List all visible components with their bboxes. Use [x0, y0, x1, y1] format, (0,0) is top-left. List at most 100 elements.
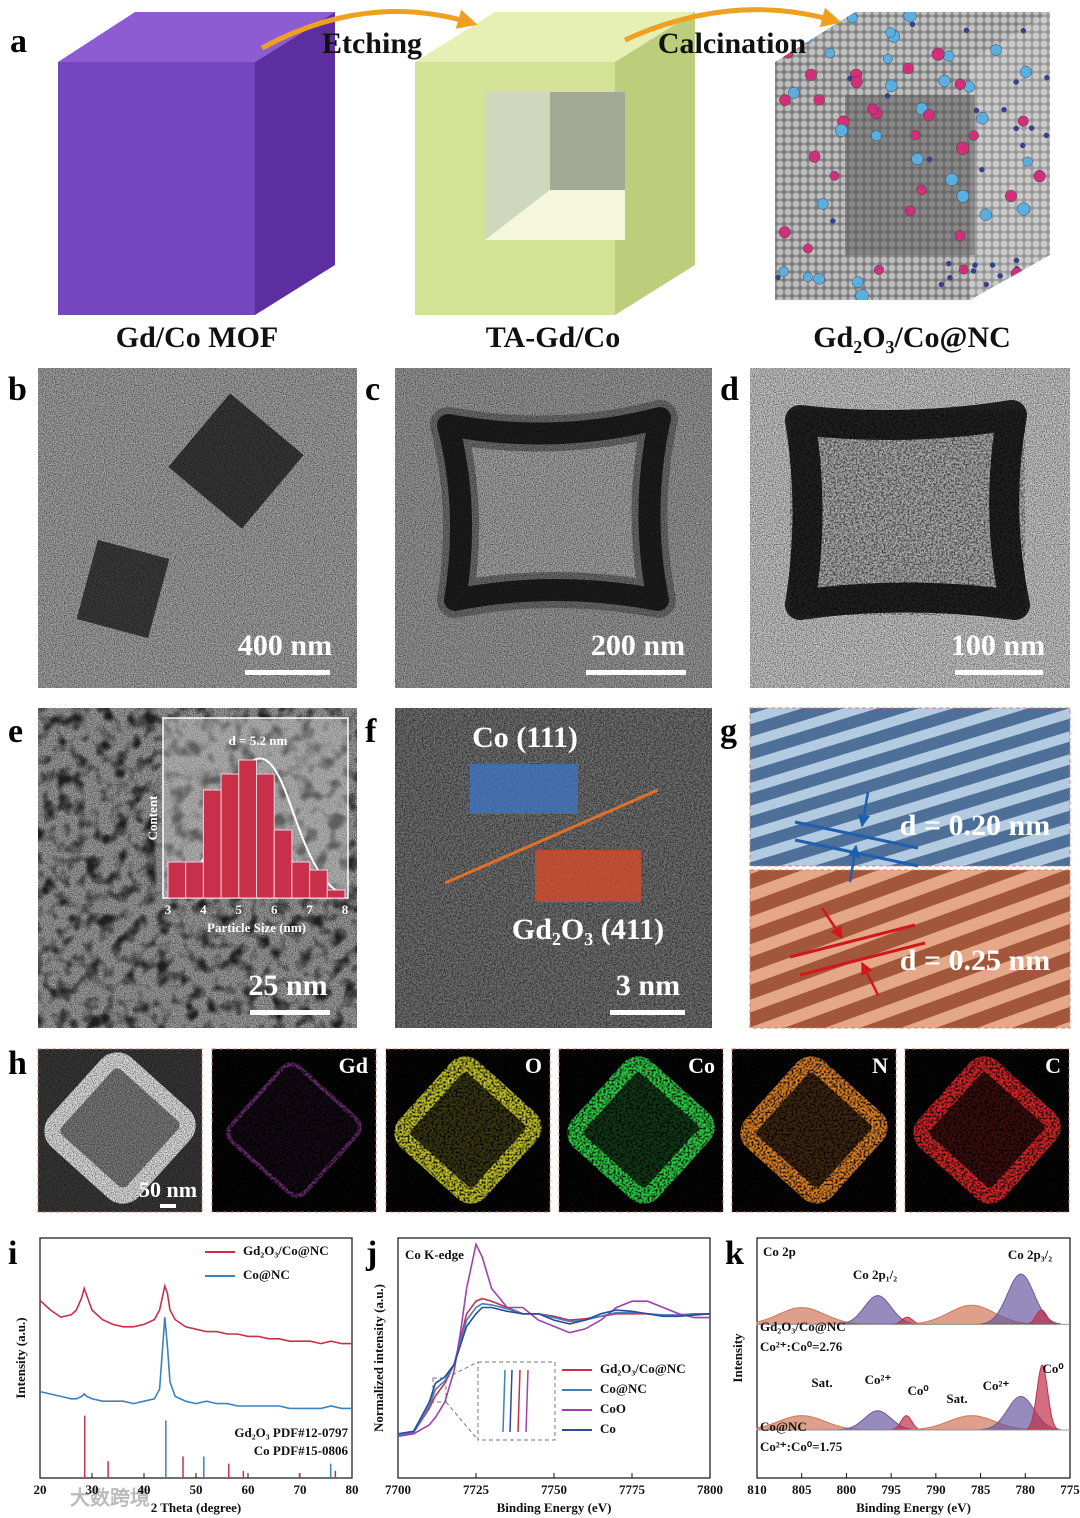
atom — [803, 243, 813, 254]
atom — [824, 47, 835, 59]
step-label: Etching — [322, 27, 422, 60]
panel-label: d — [720, 371, 739, 408]
ratio-label: Co²⁺:Co⁰=2.76 — [760, 1339, 843, 1354]
arrow — [857, 791, 871, 828]
x-tick-label: 800 — [837, 1482, 857, 1497]
atom — [1017, 115, 1029, 127]
legend-label: Co@NC — [600, 1381, 647, 1396]
atom — [904, 205, 916, 217]
x-tick-label: 795 — [881, 1482, 901, 1497]
element-label: Gd — [339, 1053, 368, 1078]
x-tick-label: 775 — [1060, 1482, 1080, 1497]
interface-line — [444, 788, 659, 885]
annotation: Co K-edge — [405, 1247, 464, 1262]
peak-label: Sat. — [946, 1391, 967, 1406]
atom — [1017, 202, 1031, 216]
atom — [1043, 132, 1050, 139]
peak-label: Co²⁺ — [983, 1378, 1010, 1393]
scale-bar — [955, 670, 1043, 675]
xanes-inset — [432, 1361, 556, 1441]
panel-label: c — [365, 371, 380, 408]
chart-title: d = 5.2 nm — [229, 733, 288, 748]
x-tick-label: 7 — [306, 902, 313, 917]
peak-label: Co²⁺ — [865, 1372, 892, 1387]
stage-label: TA-Gd/Co — [486, 321, 620, 354]
panel-label: g — [720, 713, 737, 750]
x-axis-label: Particle Size (nm) — [207, 920, 306, 935]
atom — [943, 50, 955, 62]
cube-side — [615, 12, 695, 315]
legend-label: Gd₂O₃/Co@NC — [600, 1361, 686, 1376]
atom — [902, 62, 914, 74]
atom — [979, 167, 985, 173]
y-axis-label: Intensity — [730, 1333, 745, 1383]
panel-label: k — [725, 1235, 744, 1272]
panel-label: h — [8, 1045, 27, 1082]
fft-image-gd2o3 — [749, 869, 1071, 1029]
histogram-bar — [273, 829, 293, 899]
fft-image-co — [749, 707, 1071, 867]
atom — [1013, 79, 1019, 85]
ratio-label: Co²⁺:Co⁰=1.75 — [760, 1439, 843, 1454]
atom — [954, 78, 966, 90]
atom — [973, 107, 980, 114]
fringe-line — [789, 923, 916, 959]
histogram-bar — [238, 759, 258, 899]
legend-label: Gd₂O₃/Co@NC — [243, 1243, 329, 1258]
atom — [779, 94, 791, 106]
atom — [885, 79, 898, 92]
atom — [1044, 75, 1050, 81]
series-line — [397, 1306, 711, 1435]
atom — [990, 44, 1002, 56]
element-label: Co — [688, 1053, 715, 1078]
panel-g: g d = 0.20 nm d = 0.25 nm — [720, 707, 1071, 1029]
sample-label: Gd₂O₃/Co@NC — [760, 1319, 846, 1334]
cube-side — [255, 12, 335, 315]
speckle — [386, 1049, 550, 1212]
fit-peak — [1025, 1309, 1058, 1325]
panel-c: c 200 nm — [365, 368, 712, 688]
stage-label: Gd/Co MOF — [116, 321, 279, 354]
cavity-wall — [485, 92, 550, 240]
arrow — [623, 7, 842, 43]
xanes-inset-lines — [502, 1369, 529, 1433]
region-label: Co (111) — [472, 721, 578, 754]
panel-label: i — [8, 1235, 17, 1272]
x-tick-label: 20 — [34, 1482, 47, 1497]
series-line — [397, 1241, 710, 1438]
legend-label: Co — [600, 1421, 616, 1436]
arrow — [847, 844, 861, 883]
element-label: C — [1045, 1053, 1061, 1078]
atom — [1013, 257, 1020, 264]
scale-bar — [160, 1204, 176, 1208]
atom — [775, 274, 781, 281]
y-axis-label: Intensity (a.u.) — [13, 1317, 28, 1398]
speckle — [212, 1049, 376, 1212]
atom — [885, 27, 896, 38]
atom — [1013, 125, 1019, 132]
scale-bar — [586, 670, 686, 675]
cube-front — [58, 62, 255, 315]
scale-bar-label: 25 nm — [248, 969, 327, 1002]
scale-bar-label: 3 nm — [616, 969, 680, 1002]
speckle — [559, 1049, 723, 1212]
cavity-floor — [485, 190, 625, 240]
atom — [778, 266, 789, 277]
x-tick-label: 7700 — [385, 1482, 411, 1497]
atom — [968, 130, 979, 141]
cube-top — [415, 12, 695, 62]
atom — [938, 74, 951, 88]
x-tick-label: 40 — [138, 1482, 151, 1497]
atom — [1005, 190, 1017, 202]
atom — [813, 94, 825, 106]
atom — [970, 268, 977, 274]
atom — [808, 150, 821, 163]
atom — [938, 281, 945, 288]
atom — [931, 47, 945, 61]
atom — [855, 289, 869, 300]
atom — [947, 275, 953, 281]
speckle — [905, 1049, 1069, 1212]
panel-label: a — [10, 23, 27, 60]
cube-side — [970, 12, 1050, 300]
atom — [1019, 65, 1032, 78]
